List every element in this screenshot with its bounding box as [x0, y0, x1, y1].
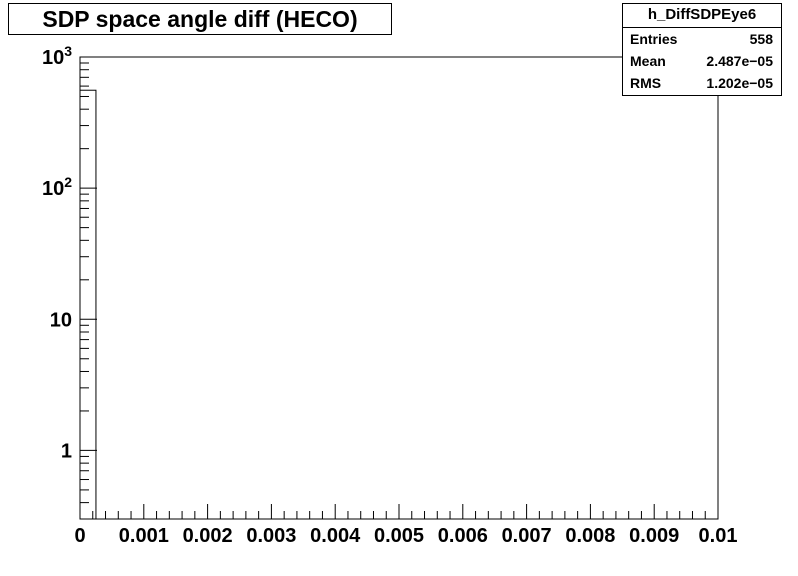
- y-tick-label: 103: [42, 43, 72, 69]
- y-tick-label: 1: [61, 440, 72, 462]
- x-tick-label: 0.004: [310, 525, 361, 547]
- x-tick-label: 0.009: [629, 525, 679, 547]
- x-tick-label: 0.006: [438, 525, 488, 547]
- x-tick-label: 0: [74, 525, 85, 547]
- chart-title-box: SDP space angle diff (HECO): [8, 3, 392, 35]
- stats-row-rms: RMS 1.202e−05: [623, 72, 781, 94]
- stats-rms-value: 1.202e−05: [706, 75, 773, 91]
- stats-rms-label: RMS: [630, 75, 662, 91]
- stats-entries-label: Entries: [630, 31, 678, 47]
- x-tick-label: 0.008: [565, 525, 615, 547]
- x-tick-label: 0.01: [699, 525, 738, 547]
- stats-histogram-name: h_DiffSDPEye6: [623, 4, 781, 28]
- stats-mean-label: Mean: [630, 53, 666, 69]
- histogram-bin: [79, 89, 97, 520]
- stats-box: h_DiffSDPEye6 Entries 558 Mean 2.487e−05…: [622, 3, 782, 96]
- stats-row-mean: Mean 2.487e−05: [623, 50, 781, 72]
- chart-title: SDP space angle diff (HECO): [42, 6, 358, 32]
- x-tick-label: 0.007: [502, 525, 552, 547]
- histogram-bars: [79, 89, 97, 520]
- stats-mean-value: 2.487e−05: [706, 53, 773, 69]
- stats-row-entries: Entries 558: [623, 28, 781, 50]
- stats-entries-value: 558: [749, 31, 773, 47]
- x-tick-label: 0.001: [119, 525, 169, 547]
- y-tick-label: 10: [50, 309, 72, 331]
- axes: 0 0.001 0.002 0.003 0.004 0.005 0.006 0.007 0.00…: [42, 43, 738, 547]
- x-tick-label: 0.002: [183, 525, 233, 547]
- x-tick-label: 0.005: [374, 525, 424, 547]
- x-tick-label: 0.003: [246, 525, 296, 547]
- plot-frame: [79, 56, 719, 520]
- y-tick-label: 102: [42, 174, 72, 200]
